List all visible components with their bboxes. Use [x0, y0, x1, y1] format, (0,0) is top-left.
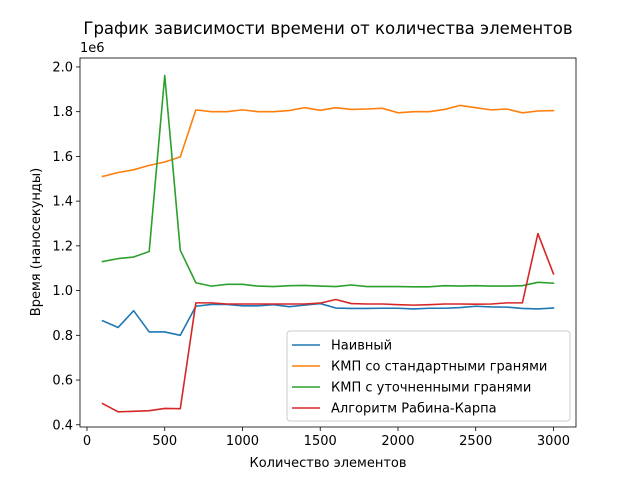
- series-line-1: [101, 302, 555, 337]
- y-tick-label: 1.4: [52, 195, 73, 210]
- x-tick-label: 500: [152, 434, 177, 449]
- series-line-3: [101, 74, 555, 288]
- series-layer: [101, 74, 555, 413]
- y-axis: 0.4 0.6 0.8 1.0 1.2 1.4 1.6 1.8 2.0: [52, 60, 80, 433]
- x-axis-label: Количество элементов: [249, 456, 406, 471]
- y-tick-label: 1.0: [52, 284, 73, 299]
- legend-box: [286, 330, 571, 422]
- legend: Наивный КМП со стандартными гранями КМП с …: [286, 330, 571, 422]
- y-axis-label: Время (наносекунды): [29, 168, 44, 316]
- y-tick-label: 1.8: [52, 105, 73, 120]
- x-tick-label: 2000: [381, 434, 414, 449]
- y-tick-label: 0.8: [52, 329, 73, 344]
- plot-frame: [79, 57, 577, 428]
- x-tick-label: 1000: [226, 434, 259, 449]
- legend-entry-label: Алгоритм Рабина-Карпа: [331, 402, 497, 417]
- y-tick-label: 2.0: [52, 60, 73, 75]
- y-tick-label: 1.2: [52, 239, 73, 254]
- y-tick-label: 0.6: [52, 374, 73, 389]
- legend-entry-label: КМП с уточненными гранями: [331, 381, 531, 396]
- x-tick-label: 3000: [537, 434, 570, 449]
- series-line-2: [101, 104, 555, 178]
- series-line-4: [101, 232, 555, 413]
- y-offset-label: 1e6: [80, 41, 105, 56]
- x-tick-label: 2500: [459, 434, 492, 449]
- x-tick-label: 1500: [304, 434, 337, 449]
- x-axis: 0 500 1000 1500 2000 2500 3000: [83, 427, 570, 449]
- y-tick-label: 0.4: [52, 418, 73, 433]
- chart-title: График зависимости времени от количества…: [83, 19, 572, 38]
- x-tick-label: 0: [83, 434, 91, 449]
- y-tick-label: 1.6: [52, 150, 73, 165]
- legend-entry-label: Наивный: [331, 339, 392, 354]
- legend-entry-label: КМП со стандартными гранями: [331, 360, 547, 375]
